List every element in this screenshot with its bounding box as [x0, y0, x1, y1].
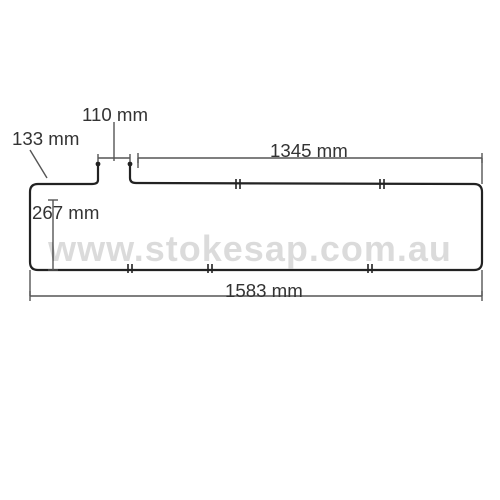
diagram-stage: 133 mm 110 mm 1345 mm 267 mm 1583 mm www… — [0, 0, 500, 500]
dim-label-1583: 1583 mm — [225, 280, 303, 302]
dim-label-1345: 1345 mm — [270, 140, 348, 162]
dim-label-133: 133 mm — [12, 128, 79, 150]
dim-label-267: 267 mm — [32, 202, 99, 224]
dim-label-110: 110 mm — [82, 104, 148, 126]
diagram-svg — [0, 0, 500, 500]
